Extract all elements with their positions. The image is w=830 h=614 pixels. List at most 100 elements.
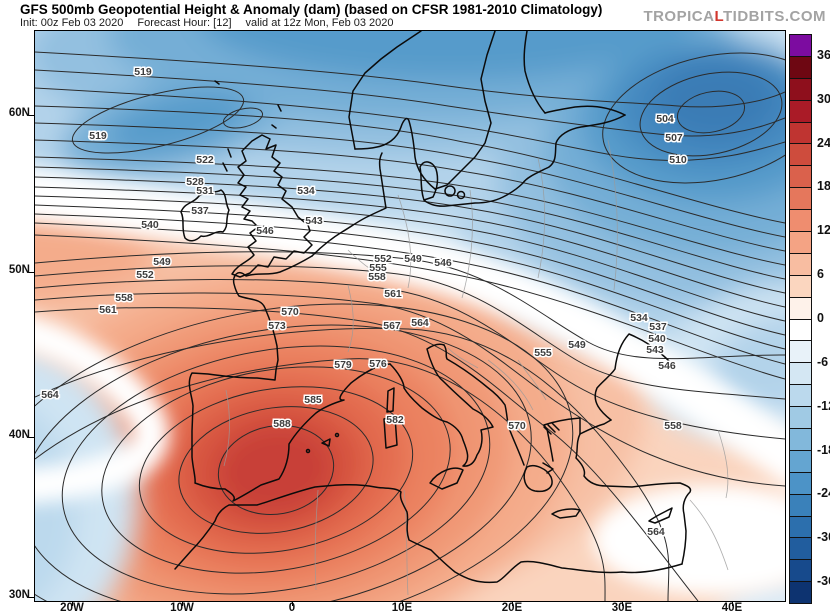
latitude-axis-label: 30N [8,589,30,601]
contour-label: 555 [369,262,387,274]
contour-label: 549 [404,253,422,265]
contour-label: 519 [89,130,107,142]
contour-label: 549 [153,256,171,268]
colorbar-tick-label: 24 [817,135,830,150]
contour-label: 558 [115,292,133,304]
contour-label: 570 [508,420,526,432]
contour-label: 564 [647,526,665,538]
colorbar-cell [790,144,811,167]
colorbar-cell [790,35,811,57]
contour-label: 531 [196,185,214,197]
colorbar-cell [790,582,811,604]
country-borders [223,139,729,596]
contour-label: 546 [658,360,676,372]
contour-label: 588 [273,418,291,430]
init-time: Init: 00z Feb 03 2020 [20,17,124,29]
contour-label: 528 [186,176,204,188]
latitude-axis-tick [29,437,34,438]
colorbar-tick-label: 36 [817,47,830,62]
contour-label: 573 [268,320,286,332]
latitude-axis-label: 50N [8,264,30,276]
contour-label: 567 [383,320,401,332]
contour-label: 540 [648,333,666,345]
colorbar-tick-label: 18 [817,179,830,194]
colorbar-cell [790,100,811,123]
colorbar-tick-label: -12 [817,398,830,413]
colorbar-cell [790,253,811,276]
longitude-axis-tick [292,601,293,606]
longitude-axis-label: 30E [611,602,633,614]
colorbar-cell [790,78,811,101]
colorbar-tick-label: 6 [817,267,824,282]
longitude-axis-tick [72,601,73,606]
logo-post: TIDBITS.COM [723,8,826,25]
colorbar-cell [790,297,811,320]
closed-height-contours [35,52,785,601]
page-title: GFS 500mb Geopotential Height & Anomaly … [20,2,603,17]
colorbar-cell [790,560,811,583]
valid-time: valid at 12z Mon, Feb 03 2020 [245,17,394,29]
colorbar-cell [790,275,811,298]
colorbar-tick-label: 12 [817,223,830,238]
contour-label: 579 [334,359,352,371]
longitude-axis-tick [512,601,513,606]
contour-label: 519 [134,66,152,78]
longitude-axis-label: 40E [721,602,743,614]
longitude-axis-label: 20E [501,602,523,614]
contour-label: 534 [297,185,315,197]
forecast-hour: Forecast Hour: [12] [137,17,232,29]
contour-label: 522 [196,154,214,166]
colorbar [789,34,812,604]
colorbar-tick-label: -36 [817,574,830,589]
colorbar-cell [790,232,811,254]
latitude-axis-tick [29,597,34,598]
colorbar-tick-label: -6 [817,354,829,369]
colorbar-cell [790,429,811,451]
contour-label: 555 [534,347,552,359]
height-contour-lines [35,51,785,601]
contour-label: 585 [304,394,322,406]
longitude-axis-label: 20W [60,602,84,614]
colorbar-tick-label: -18 [817,442,830,457]
contour-label: 576 [369,358,387,370]
colorbar-cell [790,188,811,211]
longitude-axis-tick [732,601,733,606]
contour-label: 540 [141,219,159,231]
longitude-axis-label: 0 [288,602,296,614]
colorbar-cell [790,210,811,233]
longitude-axis-label: 10E [391,602,413,614]
colorbar-cell [790,341,811,364]
colorbar-cell [790,122,811,145]
init-line: Init: 00z Feb 03 2020 Forecast Hour: [12]… [20,17,408,29]
longitude-axis-tick [622,601,623,606]
colorbar-cell [790,472,811,495]
contour-label: 561 [99,304,117,316]
longitude-axis-tick [182,601,183,606]
contour-label: 558 [664,420,682,432]
latitude-axis-label: 60N [8,107,30,119]
contour-label: 549 [568,339,586,351]
colorbar-cell [790,407,811,430]
colorbar-cell [790,363,811,386]
tropicaltidbits-logo: TROPICALTIDBITS.COM [643,8,826,25]
contour-label: 564 [411,317,429,329]
contour-label: 543 [646,344,664,356]
contour-label: 552 [374,253,392,265]
longitude-axis-tick [402,601,403,606]
contour-label: 534 [630,312,648,324]
colorbar-cell [790,385,811,408]
contour-label: 546 [434,257,452,269]
contour-label: 561 [384,288,402,300]
contour-label: 537 [191,205,209,217]
colorbar-cell [790,166,811,189]
colorbar-tick-label: -24 [817,486,830,501]
map-frame: 519 519 522 528 531 534 534 537 537 540 540 543 543 5… [34,30,786,602]
contour-label: 582 [386,414,404,426]
colorbar-tick-label: 0 [817,311,824,325]
contour-label: 546 [256,225,274,237]
latitude-axis-tick [29,272,34,273]
contour-label: 558 [368,271,386,283]
contour-label: 570 [281,306,299,318]
